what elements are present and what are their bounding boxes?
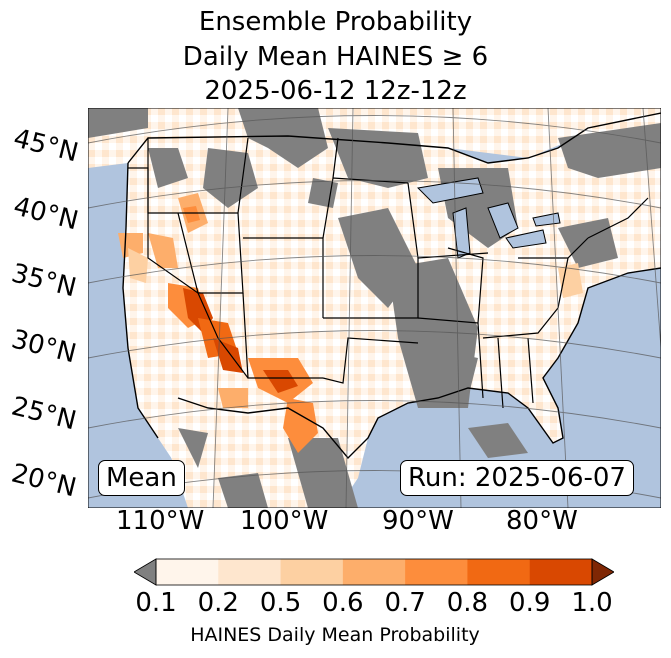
colorbar-tick-label: 1.0 bbox=[571, 588, 613, 618]
lat-label-40: 40°N bbox=[10, 191, 82, 237]
colorbar-label: HAINES Daily Mean Probability bbox=[190, 624, 480, 646]
colorbar-tick-label: 0.1 bbox=[135, 588, 177, 618]
title-line-1: Ensemble Probability bbox=[198, 7, 473, 37]
mean-label-box: Mean bbox=[98, 460, 185, 496]
title-line-2: Daily Mean HAINES ≥ 6 bbox=[182, 42, 489, 72]
graticule bbox=[88, 108, 661, 508]
colorbar bbox=[134, 558, 614, 586]
colorbar-segment bbox=[218, 559, 282, 585]
colorbar-segment bbox=[467, 559, 531, 585]
colorbar-over-arrow bbox=[591, 558, 614, 586]
lon-label-80: 80°W bbox=[506, 506, 578, 536]
probability-hotspots bbox=[118, 193, 583, 453]
colorbar-tick-label: 0.6 bbox=[322, 588, 364, 618]
colorbar-tick-label: 0.5 bbox=[259, 588, 302, 618]
colorbar-tick-label: 0.7 bbox=[384, 588, 426, 618]
colorbar-tick-label: 0.9 bbox=[509, 588, 551, 618]
lat-label-30: 30°N bbox=[8, 324, 80, 370]
lon-label-110: 110°W bbox=[116, 506, 205, 536]
lon-label-100: 100°W bbox=[240, 506, 329, 536]
colorbar-segment bbox=[280, 559, 344, 585]
land-mass bbox=[123, 113, 661, 508]
probability-map bbox=[88, 108, 661, 508]
lat-label-20: 20°N bbox=[8, 458, 80, 504]
coastline bbox=[122, 112, 661, 460]
colorbar-segment bbox=[156, 559, 219, 585]
colorbar-segment bbox=[342, 559, 406, 585]
lat-label-35: 35°N bbox=[8, 258, 80, 304]
colorbar-segment bbox=[405, 559, 468, 585]
title-line-3: 2025-06-12 12z-12z bbox=[204, 76, 467, 106]
no-data-regions bbox=[88, 108, 661, 508]
colorbar-tick-label: 0.8 bbox=[446, 588, 489, 618]
colorbar-tick-label: 0.2 bbox=[197, 588, 239, 618]
colorbar-under-arrow bbox=[134, 558, 157, 586]
lon-label-90: 90°W bbox=[382, 506, 454, 536]
colorbar-segment bbox=[529, 559, 593, 585]
great-lakes bbox=[416, 177, 561, 259]
lat-label-25: 25°N bbox=[8, 391, 80, 437]
run-date-box: Run: 2025-06-07 bbox=[400, 460, 634, 496]
state-borders bbox=[128, 137, 649, 409]
lat-label-45: 45°N bbox=[10, 123, 82, 169]
